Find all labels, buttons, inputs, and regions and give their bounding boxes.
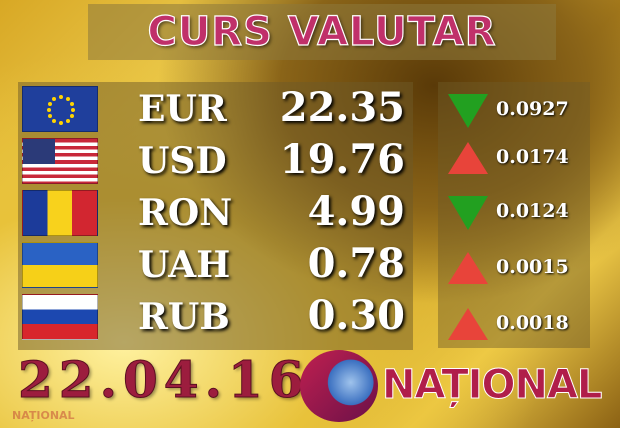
currency-code: UAH <box>138 244 231 286</box>
currency-code: RUB <box>138 296 230 338</box>
rate-row-eur: EUR 22.35 <box>18 84 413 134</box>
change-value: 0.0015 <box>496 256 569 278</box>
national-logo-icon <box>300 350 378 422</box>
rate-row-rub: RUB 0.30 <box>18 292 413 342</box>
change-value: 0.0018 <box>496 312 569 334</box>
currency-rate: 22.35 <box>279 84 405 131</box>
currency-code: USD <box>138 140 227 182</box>
currency-code: RON <box>138 192 233 234</box>
brand-name: NAȚIONAL <box>381 362 602 409</box>
change-row: 0.0927 <box>438 86 590 136</box>
arrow-up-icon <box>448 142 488 174</box>
eu-flag-icon <box>22 86 98 132</box>
arrow-up-icon <box>448 308 488 340</box>
change-row: 0.0174 <box>438 134 590 184</box>
arrow-up-icon <box>448 252 488 284</box>
change-row: 0.0018 <box>438 300 590 350</box>
rate-row-ron: RON 4.99 <box>18 188 413 238</box>
russia-flag-icon <box>22 294 98 340</box>
currency-rate: 4.99 <box>307 188 405 235</box>
date-label: 22.04.16 <box>18 350 310 409</box>
change-row: 0.0015 <box>438 244 590 294</box>
us-flag-icon <box>22 138 98 184</box>
arrow-down-icon <box>448 196 488 230</box>
romania-flag-icon <box>22 190 98 236</box>
currency-rate: 0.78 <box>307 240 405 287</box>
arrow-down-icon <box>448 94 488 128</box>
changes-panel: 0.0927 0.0174 0.0124 0.0015 0.0018 <box>438 82 590 348</box>
change-value: 0.0927 <box>496 98 569 120</box>
ukraine-flag-icon <box>22 242 98 288</box>
currency-code: EUR <box>138 88 227 130</box>
change-value: 0.0124 <box>496 200 569 222</box>
rate-row-usd: USD 19.76 <box>18 136 413 186</box>
currency-rate: 19.76 <box>279 136 405 183</box>
watermark: NAȚIONAL <box>12 409 75 422</box>
change-row: 0.0124 <box>438 188 590 238</box>
rate-row-uah: UAH 0.78 <box>18 240 413 290</box>
page-title: CURS VALUTAR <box>147 8 497 55</box>
title-banner: CURS VALUTAR <box>88 4 556 60</box>
change-value: 0.0174 <box>496 146 569 168</box>
rates-panel: EUR 22.35 USD 19.76 RON 4.99 UAH 0.78 RU… <box>18 82 413 350</box>
currency-rate: 0.30 <box>307 292 405 339</box>
